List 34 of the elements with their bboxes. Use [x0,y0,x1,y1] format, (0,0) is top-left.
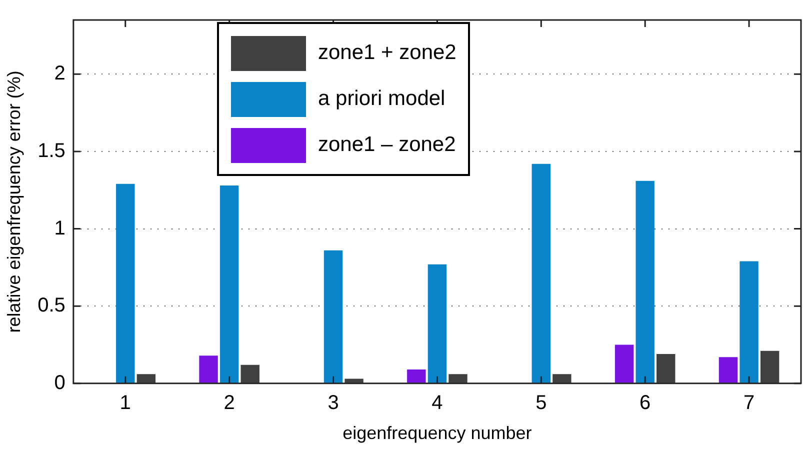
x-tick-label: 7 [743,392,755,414]
legend-label: zone1 + zone2 [318,41,456,65]
y-tick-label: 1.5 [38,140,66,162]
bar [760,350,780,383]
bar [220,185,239,383]
x-axis-title: eigenfrequency number [342,423,532,444]
bar [718,357,738,383]
bar [199,356,218,383]
bar [136,374,156,383]
legend-label: a priori model [318,87,446,111]
y-tick-label: 0 [54,372,66,394]
x-tick-label: 4 [432,392,443,414]
bar [324,250,343,383]
bar [614,344,634,383]
bar [656,354,676,383]
bar [448,374,468,383]
y-axis-title: relative eigenfrequency error (%) [4,70,24,333]
y-tick-label: 0.5 [38,294,66,317]
bar [428,264,447,383]
bar [552,374,572,383]
x-tick-label: 1 [120,392,131,414]
legend-label: zone1 – zone2 [318,133,456,157]
bar [407,369,426,383]
x-tick-label: 3 [328,392,339,414]
bar [532,164,550,383]
x-tick-label: 5 [536,392,547,414]
bar [636,180,654,383]
y-tick-label: 1 [54,217,66,240]
x-tick-label: 6 [640,392,651,414]
y-tick-label: 2 [54,62,66,85]
bar [240,364,260,383]
bar [116,184,135,383]
bar [740,261,758,383]
x-tick-label: 2 [224,392,235,414]
